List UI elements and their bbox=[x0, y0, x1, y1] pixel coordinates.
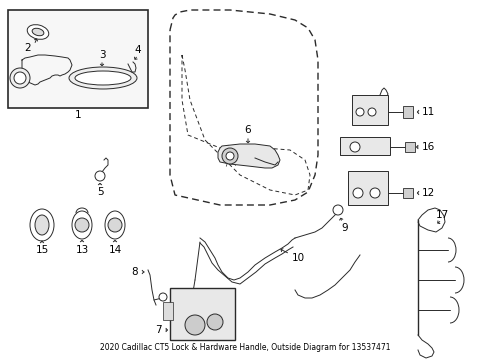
Circle shape bbox=[95, 171, 105, 181]
Circle shape bbox=[207, 314, 223, 330]
Text: 11: 11 bbox=[421, 107, 435, 117]
Text: 2020 Cadillac CT5 Lock & Hardware Handle, Outside Diagram for 13537471: 2020 Cadillac CT5 Lock & Hardware Handle… bbox=[100, 343, 390, 352]
Circle shape bbox=[350, 142, 360, 152]
Bar bbox=[405, 142, 415, 152]
Text: 4: 4 bbox=[135, 45, 141, 55]
Text: 14: 14 bbox=[108, 245, 122, 255]
Text: 5: 5 bbox=[97, 187, 103, 197]
Ellipse shape bbox=[32, 28, 44, 36]
Text: 9: 9 bbox=[342, 223, 348, 233]
Circle shape bbox=[222, 148, 238, 164]
Ellipse shape bbox=[72, 211, 92, 239]
Ellipse shape bbox=[30, 209, 54, 241]
Circle shape bbox=[333, 205, 343, 215]
Ellipse shape bbox=[69, 67, 137, 89]
Text: 7: 7 bbox=[155, 325, 161, 335]
Text: 15: 15 bbox=[35, 245, 49, 255]
Text: 2: 2 bbox=[24, 43, 31, 53]
Circle shape bbox=[14, 72, 26, 84]
Circle shape bbox=[75, 218, 89, 232]
Bar bbox=[348, 171, 388, 205]
Bar bbox=[8, 10, 148, 108]
Text: 16: 16 bbox=[421, 142, 435, 152]
Text: 13: 13 bbox=[75, 245, 89, 255]
Bar bbox=[170, 288, 235, 340]
Text: 1: 1 bbox=[74, 110, 81, 120]
Text: 3: 3 bbox=[98, 50, 105, 60]
Circle shape bbox=[353, 188, 363, 198]
Circle shape bbox=[108, 218, 122, 232]
Bar bbox=[340, 137, 390, 155]
Text: 12: 12 bbox=[421, 188, 435, 198]
Bar bbox=[163, 302, 173, 320]
Circle shape bbox=[356, 108, 364, 116]
Circle shape bbox=[370, 188, 380, 198]
Text: 6: 6 bbox=[245, 125, 251, 135]
Text: 10: 10 bbox=[292, 253, 305, 263]
Polygon shape bbox=[218, 144, 280, 168]
Circle shape bbox=[10, 68, 30, 88]
Ellipse shape bbox=[105, 211, 125, 239]
Text: 8: 8 bbox=[132, 267, 138, 277]
Ellipse shape bbox=[35, 215, 49, 235]
Circle shape bbox=[226, 152, 234, 160]
Text: 17: 17 bbox=[436, 210, 449, 220]
Bar bbox=[352, 95, 388, 125]
Circle shape bbox=[159, 293, 167, 301]
Bar bbox=[403, 106, 413, 118]
Bar bbox=[403, 188, 413, 198]
Ellipse shape bbox=[27, 25, 49, 39]
Circle shape bbox=[185, 315, 205, 335]
Circle shape bbox=[368, 108, 376, 116]
Ellipse shape bbox=[75, 71, 131, 85]
